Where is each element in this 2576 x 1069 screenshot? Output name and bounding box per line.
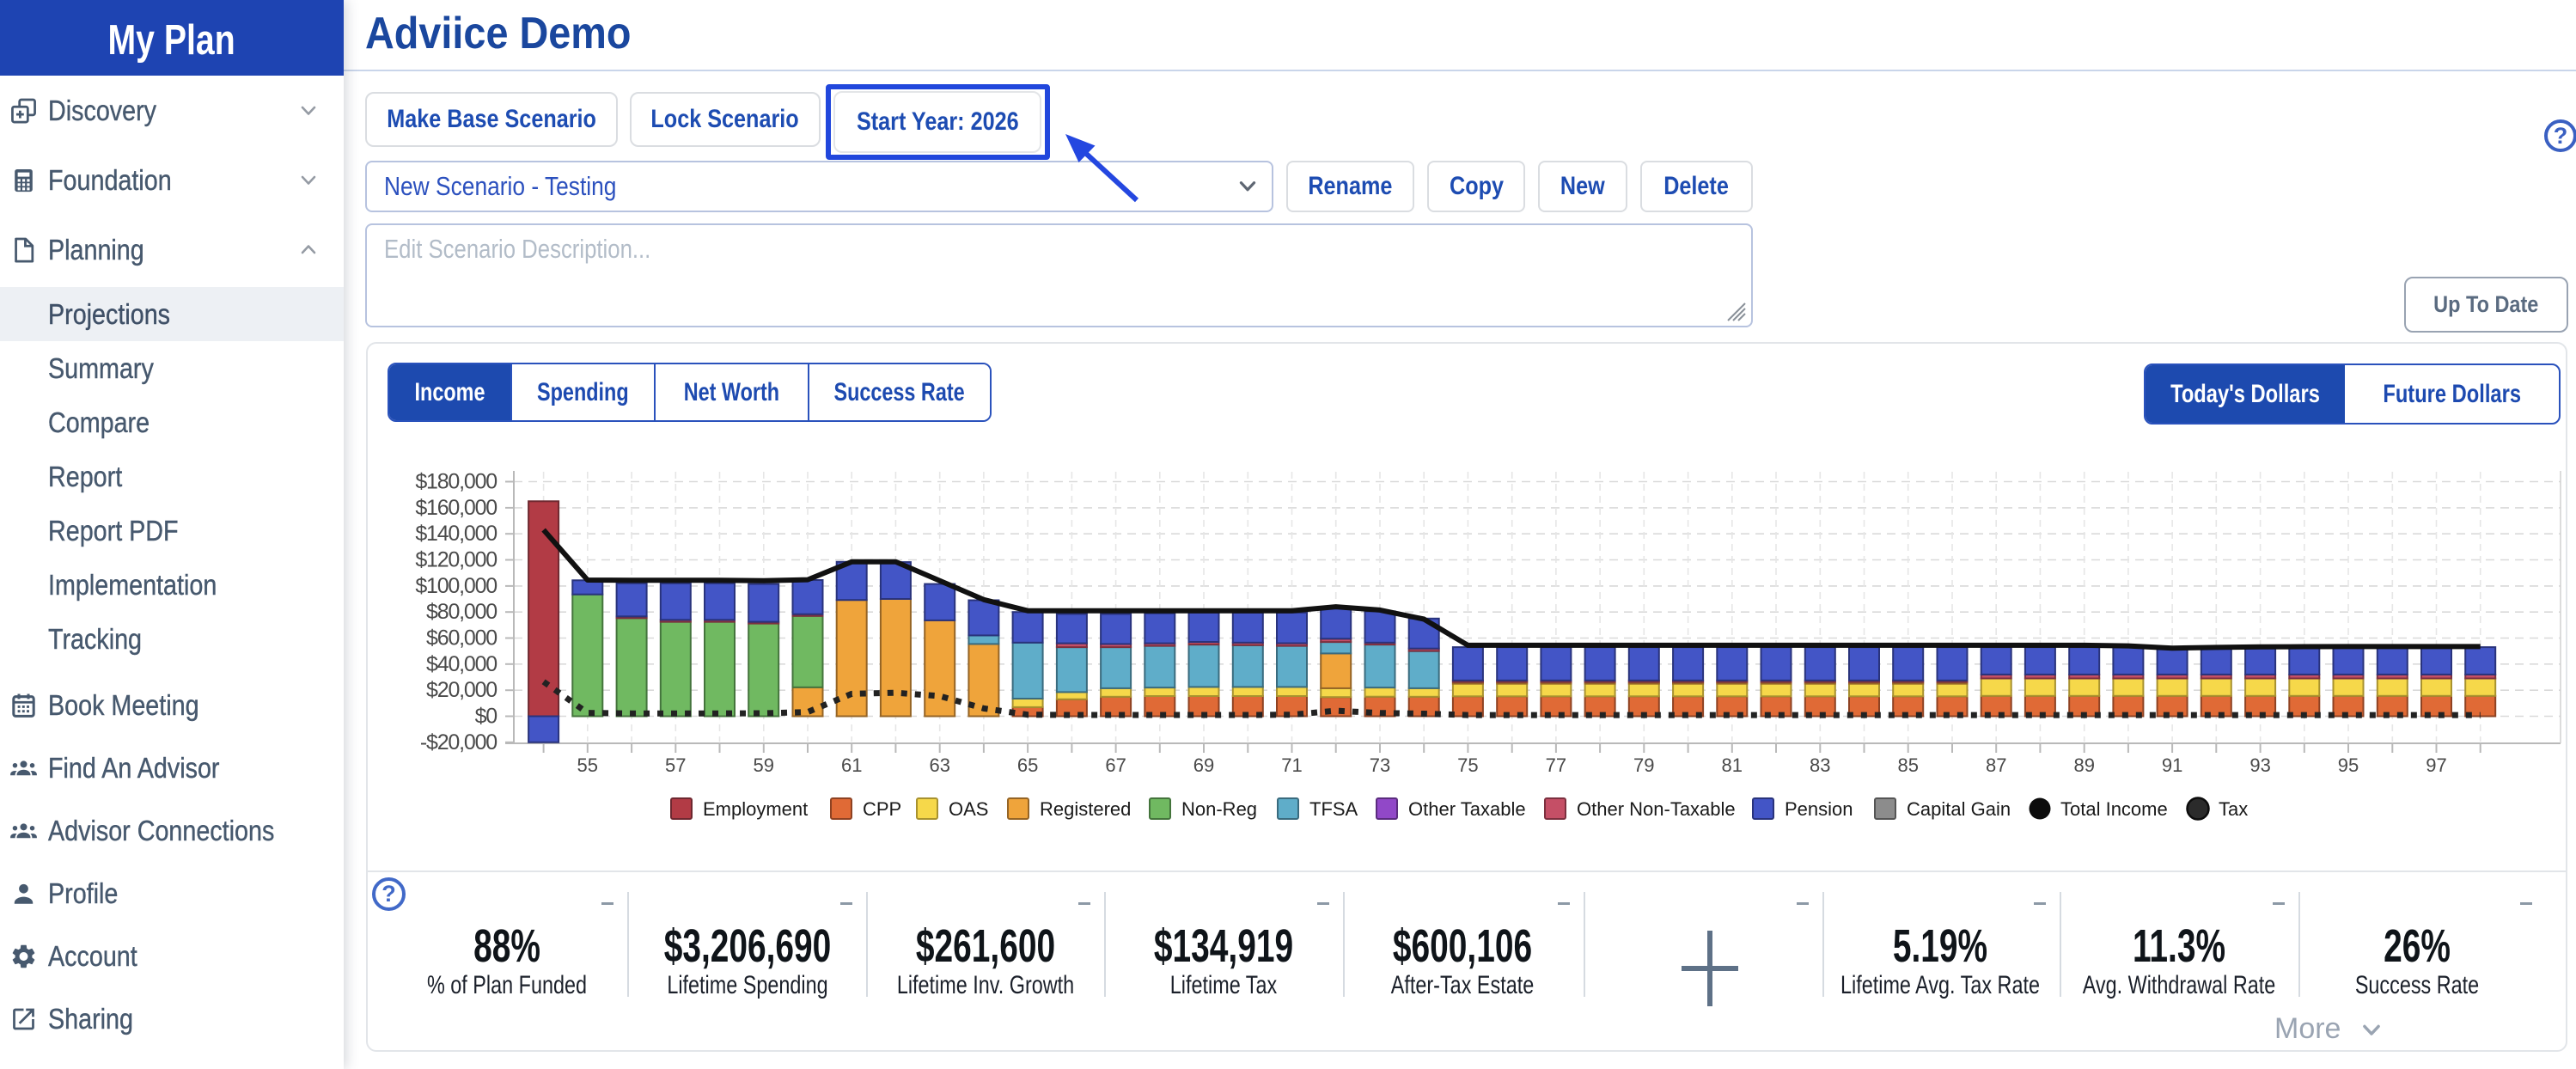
svg-text:85: 85 (1897, 754, 1918, 776)
svg-text:55: 55 (577, 754, 598, 776)
svg-text:-$20,000: -$20,000 (420, 730, 497, 754)
svg-text:73: 73 (1370, 754, 1390, 776)
svg-text:57: 57 (665, 754, 686, 776)
svg-text:63: 63 (929, 754, 949, 776)
svg-text:OAS: OAS (949, 798, 988, 820)
svg-text:$0: $0 (475, 705, 497, 729)
svg-text:$60,000: $60,000 (426, 626, 497, 651)
svg-text:Capital Gain: Capital Gain (1907, 798, 2011, 820)
svg-text:61: 61 (841, 754, 862, 776)
svg-text:65: 65 (1017, 754, 1038, 776)
svg-text:Non-Reg: Non-Reg (1181, 798, 1257, 820)
svg-text:$20,000: $20,000 (426, 678, 497, 702)
svg-text:$140,000: $140,000 (415, 522, 497, 546)
svg-text:75: 75 (1457, 754, 1478, 776)
svg-text:81: 81 (1722, 754, 1743, 776)
svg-text:89: 89 (2073, 754, 2094, 776)
svg-text:$180,000: $180,000 (415, 470, 497, 494)
svg-text:TFSA: TFSA (1309, 798, 1358, 820)
svg-text:CPP: CPP (863, 798, 901, 820)
svg-text:Total Income: Total Income (2060, 798, 2168, 820)
svg-text:67: 67 (1105, 754, 1126, 776)
svg-text:$100,000: $100,000 (415, 574, 497, 598)
svg-text:83: 83 (1810, 754, 1830, 776)
svg-text:Employment: Employment (703, 798, 808, 820)
svg-text:87: 87 (1986, 754, 2006, 776)
svg-text:91: 91 (2162, 754, 2182, 776)
svg-text:Pension: Pension (1785, 798, 1853, 820)
svg-text:$40,000: $40,000 (426, 652, 497, 676)
svg-text:77: 77 (1546, 754, 1566, 776)
svg-text:Tax: Tax (2219, 798, 2248, 820)
svg-text:Registered: Registered (1040, 798, 1131, 820)
svg-text:79: 79 (1633, 754, 1654, 776)
svg-text:71: 71 (1281, 754, 1302, 776)
svg-text:$160,000: $160,000 (415, 496, 497, 520)
svg-text:Other Taxable: Other Taxable (1408, 798, 1526, 820)
svg-text:$80,000: $80,000 (426, 600, 497, 624)
svg-text:97: 97 (2426, 754, 2446, 776)
svg-text:95: 95 (2338, 754, 2359, 776)
svg-text:69: 69 (1193, 754, 1214, 776)
svg-text:93: 93 (2249, 754, 2270, 776)
svg-text:59: 59 (754, 754, 774, 776)
svg-text:Other Non-Taxable: Other Non-Taxable (1577, 798, 1736, 820)
svg-text:$120,000: $120,000 (415, 548, 497, 572)
